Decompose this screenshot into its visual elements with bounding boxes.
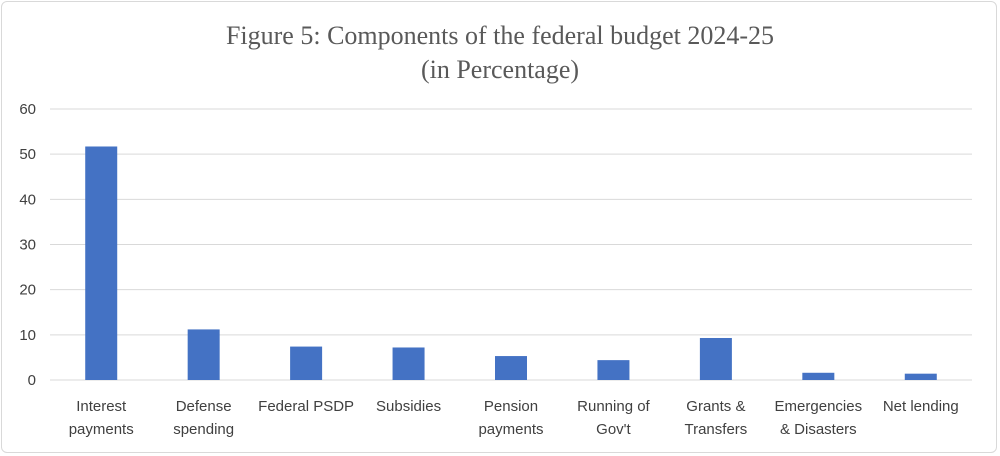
- y-tick-label: 40: [19, 191, 36, 208]
- x-category-label: Running of Gov't: [577, 398, 650, 438]
- y-tick-label: 60: [19, 101, 36, 118]
- bar-3: [290, 346, 323, 380]
- y-tick-label: 0: [28, 372, 36, 389]
- y-tick-label: 20: [19, 282, 36, 299]
- x-category-label: Defense spending: [173, 398, 234, 438]
- bar-5: [495, 356, 527, 380]
- bars: [85, 146, 937, 380]
- chart-title: Figure 5: Components of the federal budg…: [226, 21, 774, 84]
- bar-6: [597, 360, 630, 380]
- bar-8: [802, 372, 835, 380]
- chart-title-line-2: (in Percentage): [421, 55, 579, 84]
- x-category-label: Federal PSDP: [258, 398, 354, 415]
- y-tick-label: 30: [19, 237, 36, 254]
- chart-title-line-1: Figure 5: Components of the federal budg…: [226, 21, 774, 50]
- x-category-label: Emergencies & Disasters: [775, 398, 863, 438]
- bar-1: [85, 146, 118, 380]
- x-category-label: Subsidies: [376, 398, 441, 415]
- x-category-label: Grants & Transfers: [684, 398, 747, 438]
- y-axis-tick-labels: 0 10 20 30 40 50 60: [19, 101, 36, 389]
- bar-2: [187, 329, 220, 380]
- bar-7: [699, 337, 732, 380]
- y-tick-label: 50: [19, 146, 36, 163]
- bar-9: [904, 373, 937, 380]
- x-category-label: Interest payments: [69, 398, 134, 438]
- x-category-label: Pension payments: [478, 398, 543, 438]
- x-axis-category-labels: Interest payments Defense spending Federal P…: [69, 398, 959, 438]
- x-category-label: Net lending: [883, 398, 959, 415]
- y-tick-label: 10: [19, 327, 36, 344]
- bar-4: [392, 347, 425, 380]
